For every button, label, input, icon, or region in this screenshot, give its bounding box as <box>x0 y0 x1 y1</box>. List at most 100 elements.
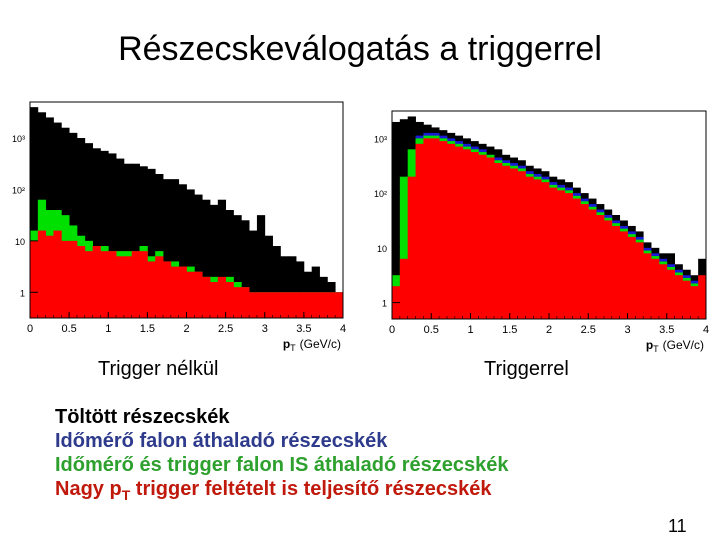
x-tick-label: 3.5 <box>296 323 311 335</box>
bar-red-28 <box>611 225 621 319</box>
bar-red-39 <box>698 275 707 319</box>
bar-black-0 <box>30 107 39 319</box>
bar-red-27 <box>241 287 250 318</box>
bar-red-23 <box>572 198 581 319</box>
x-tick-label: 1.5 <box>502 324 517 336</box>
bar-red-1 <box>37 230 47 318</box>
bar-black-22 <box>202 199 211 318</box>
bar-red-17 <box>163 261 172 318</box>
bar-red-26 <box>596 215 605 319</box>
bar-black-16 <box>155 174 164 318</box>
bar-red-26 <box>233 287 242 318</box>
bar-red-39 <box>335 292 344 318</box>
bar-black-31 <box>272 246 281 318</box>
bar-red-2 <box>407 176 416 319</box>
bar-red-22 <box>202 276 211 318</box>
bar-red-6 <box>439 141 448 319</box>
series-red <box>392 138 707 319</box>
bar-green-1 <box>399 176 409 319</box>
bar-red-21 <box>194 271 203 318</box>
bar-red-18 <box>170 266 180 318</box>
histogram-right: 0 0.5 1 1.5 2 2.5 3 3.5 4 1 10 10² 10³ pT (GeV/c) <box>374 110 709 354</box>
bar-red-14 <box>501 165 511 319</box>
bar-black-21 <box>194 194 203 318</box>
bar-red-34 <box>658 264 668 319</box>
bar-red-3 <box>53 230 62 318</box>
legend-line-tof-trigger: Időmérő és trigger falon IS áthaladó rés… <box>55 454 509 476</box>
bar-red-0 <box>30 240 39 318</box>
y-tick-label: 10² <box>374 189 387 199</box>
bar-red-28 <box>249 292 258 318</box>
x-tick-label: 3 <box>624 324 630 336</box>
bar-black-9 <box>100 150 109 318</box>
bar-red-35 <box>666 269 675 319</box>
y-tick-label: 10² <box>12 185 25 195</box>
slide-title: Részecskeválogatás a triggerrel <box>118 30 602 68</box>
bar-red-10 <box>470 152 479 319</box>
x-tick-label: 3.5 <box>659 324 674 336</box>
bar-black-7 <box>84 143 93 318</box>
bar-black-27 <box>241 220 250 318</box>
bar-red-22 <box>564 193 573 319</box>
bar-black-28 <box>249 230 258 318</box>
bar-red-6 <box>76 246 86 318</box>
caption-right: Triggerrel <box>484 358 569 380</box>
histogram-left: 0 0.5 1 1.5 2 2.5 3 3.5 4 1 10 10² 10³ pT (GeV/c) <box>12 101 346 353</box>
bar-red-14 <box>139 251 148 318</box>
bar-red-25 <box>225 282 234 318</box>
bar-black-29 <box>256 215 266 318</box>
x-tick-label: 0 <box>27 323 33 335</box>
bar-black-15 <box>147 168 156 318</box>
bar-red-29 <box>619 231 628 319</box>
bar-red-9 <box>462 149 471 319</box>
page-number: 11 <box>668 516 687 536</box>
bar-red-10 <box>108 251 117 318</box>
bar-red-4 <box>423 138 432 319</box>
bar-black-12 <box>123 163 133 318</box>
bar-red-16 <box>155 256 164 318</box>
x-tick-label: 4 <box>340 323 346 335</box>
bar-black-25 <box>225 210 234 318</box>
bar-red-19 <box>541 182 550 319</box>
bar-red-3 <box>415 143 424 319</box>
legend-line4-post: trigger feltételt is teljesítő részecské… <box>130 478 492 500</box>
y-tick-label: 10³ <box>374 134 387 144</box>
bar-red-12 <box>486 157 495 319</box>
bar-red-20 <box>549 187 558 319</box>
bar-black-8 <box>92 148 101 318</box>
bar-red-15 <box>509 168 518 319</box>
bar-red-37 <box>319 292 328 318</box>
x-tick-label: 0.5 <box>61 323 76 335</box>
x-tick-label: 0.5 <box>424 324 439 336</box>
bar-red-31 <box>635 242 644 319</box>
bar-red-18 <box>533 179 542 319</box>
bar-red-35 <box>303 292 313 318</box>
bar-black-26 <box>233 215 242 318</box>
bar-red-27 <box>603 220 613 319</box>
x-tick-label: 2 <box>183 323 189 335</box>
bar-red-30 <box>264 292 273 318</box>
bar-red-12 <box>123 256 133 318</box>
y-tick-label: 10 <box>15 237 25 247</box>
bar-black-20 <box>186 189 195 318</box>
bar-red-38 <box>690 286 699 319</box>
bar-red-33 <box>288 292 297 318</box>
bar-red-8 <box>454 146 464 319</box>
y-tick-label: 1 <box>20 288 25 298</box>
bar-red-37 <box>682 280 691 319</box>
bar-red-11 <box>116 256 125 318</box>
bar-black-30 <box>264 235 273 318</box>
legend-line-tof: Időmérő falon áthaladó részecskék <box>55 430 388 452</box>
bar-red-38 <box>327 292 336 318</box>
bar-red-13 <box>494 163 503 319</box>
x-tick-label: 2 <box>546 324 552 336</box>
bar-red-11 <box>478 154 487 319</box>
bar-red-36 <box>311 292 320 318</box>
bar-black-23 <box>209 204 219 318</box>
bar-red-21 <box>556 190 566 319</box>
legend-line-charged: Töltött részecskék <box>55 406 230 428</box>
x-tick-label: 1 <box>467 324 473 336</box>
y-tick-label: 10³ <box>12 134 25 144</box>
bar-black-19 <box>178 184 187 318</box>
bar-red-25 <box>588 209 597 319</box>
